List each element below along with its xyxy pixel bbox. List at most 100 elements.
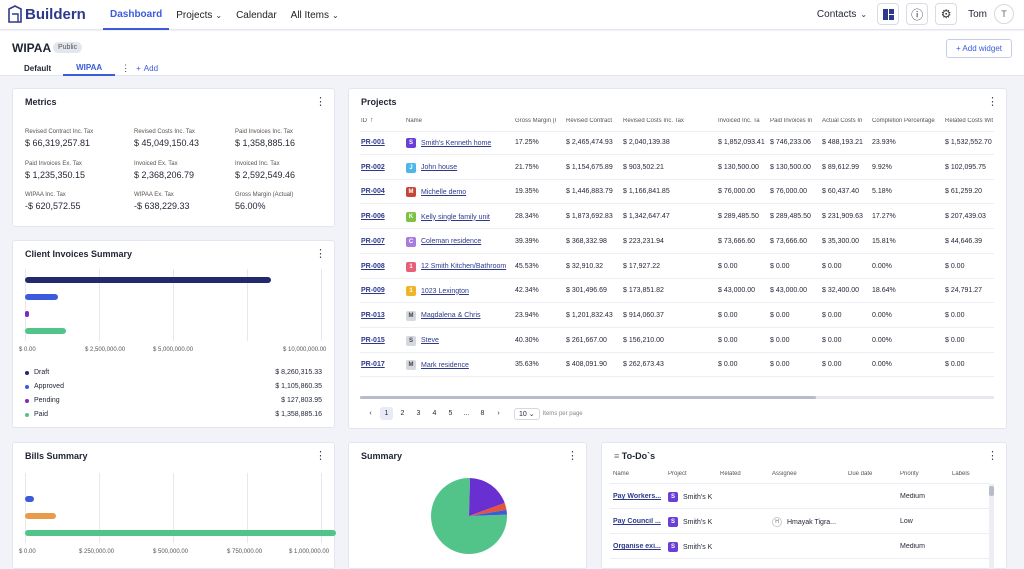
tab-default[interactable]: Default bbox=[24, 64, 52, 73]
brand-logo[interactable]: Buildern bbox=[8, 5, 86, 23]
project-name-link[interactable]: Michelle demo bbox=[421, 188, 467, 196]
column-header[interactable]: Paid Invoices In bbox=[770, 118, 813, 124]
project-name-link[interactable]: 1023 Lexington bbox=[421, 287, 469, 295]
project-id-link[interactable]: PR-008 bbox=[361, 262, 385, 270]
project-name-cell[interactable]: 1 1023 Lexington bbox=[406, 286, 514, 297]
table-cell: 21.75% bbox=[515, 163, 539, 171]
metric-label: Revised Contract Inc. Tax bbox=[25, 129, 94, 135]
page-number[interactable]: 8 bbox=[480, 410, 485, 417]
column-header[interactable]: Actual Costs In bbox=[822, 118, 863, 124]
project-name-link[interactable]: Magdalena & Chris bbox=[421, 312, 481, 320]
chevron-down-icon: ⌄ bbox=[860, 9, 868, 19]
column-header[interactable]: Completion Percentage bbox=[872, 118, 935, 124]
page-number[interactable]: 4 bbox=[432, 410, 437, 417]
contacts-menu[interactable]: Contacts ⌄ bbox=[817, 9, 867, 20]
per-page-select[interactable]: 10 ⌄ bbox=[514, 407, 540, 420]
project-name-link[interactable]: Smith's Kenneth home bbox=[421, 139, 492, 147]
table-cell: $ 0.00 bbox=[945, 336, 965, 344]
table-cell: $ 0.00 bbox=[718, 262, 738, 270]
project-id-link[interactable]: PR-004 bbox=[361, 188, 385, 196]
column-header[interactable]: Name bbox=[613, 471, 630, 477]
sort-asc-icon[interactable]: ↑ bbox=[370, 117, 374, 124]
column-header[interactable]: ID bbox=[361, 118, 367, 124]
project-name-cell[interactable]: J John house bbox=[406, 162, 514, 173]
kebab-menu-icon[interactable]: ⋮ bbox=[567, 450, 578, 462]
pie-slice[interactable] bbox=[469, 478, 505, 516]
column-header[interactable]: Priority bbox=[900, 471, 919, 477]
kebab-menu-icon[interactable]: ⋮ bbox=[315, 450, 326, 462]
nav-projects[interactable]: Projects ⌄ bbox=[169, 0, 229, 30]
help-icon[interactable]: ⓘ bbox=[906, 3, 929, 25]
table-cell: $ 223,231.94 bbox=[623, 237, 664, 245]
column-header[interactable]: Related Costs Wit bbox=[945, 118, 994, 124]
page-number[interactable]: 5 bbox=[448, 410, 453, 417]
column-header[interactable]: Labels bbox=[952, 471, 970, 477]
pie-slice[interactable] bbox=[469, 509, 507, 516]
project-name-link[interactable]: John house bbox=[421, 164, 458, 172]
project-id-link[interactable]: PR-006 bbox=[361, 213, 385, 221]
nav-calendar[interactable]: Calendar bbox=[229, 0, 284, 30]
layout-icon[interactable] bbox=[877, 3, 900, 25]
add-tab-button[interactable]: + Add bbox=[136, 64, 158, 73]
horizontal-scrollbar-thumb[interactable] bbox=[360, 396, 816, 399]
project-name-link[interactable]: Steve bbox=[421, 337, 439, 345]
kebab-menu-icon[interactable]: ⋮ bbox=[315, 248, 326, 260]
todo-name-link[interactable]: Pay Council ... bbox=[613, 518, 661, 525]
kebab-menu-icon[interactable]: ⋮ bbox=[987, 450, 998, 462]
column-header[interactable]: Revised Contract bbox=[566, 118, 613, 124]
project-id-link[interactable]: PR-001 bbox=[361, 139, 385, 146]
column-header[interactable]: Related bbox=[720, 471, 741, 477]
project-name-cell[interactable]: C Coleman residence bbox=[406, 236, 514, 247]
gear-icon[interactable]: ⚙ bbox=[935, 3, 958, 25]
project-name-link[interactable]: Coleman residence bbox=[421, 238, 482, 246]
add-widget-button[interactable]: + Add widget bbox=[945, 39, 1012, 58]
avatar[interactable]: T bbox=[994, 4, 1014, 24]
column-header[interactable]: Assignee bbox=[772, 471, 797, 477]
project-name-link[interactable]: 12 Smith Kitchen/Bathroom bbox=[421, 263, 507, 270]
column-header[interactable]: Revised Costs Inc. Tax bbox=[623, 118, 684, 124]
page-number[interactable]: 2 bbox=[400, 410, 405, 417]
project-name-cell[interactable]: M Magdalena & Chris bbox=[406, 310, 514, 321]
project-name-cell[interactable]: S Steve bbox=[406, 335, 514, 346]
project-name-link[interactable]: Mark residence bbox=[421, 361, 469, 369]
pie-slice[interactable] bbox=[469, 503, 507, 516]
page-number[interactable]: 1 bbox=[380, 407, 393, 420]
project-id-link[interactable]: PR-013 bbox=[361, 311, 385, 319]
prev-page-icon[interactable]: ‹ bbox=[369, 410, 372, 417]
project-id-link[interactable]: PR-009 bbox=[361, 287, 385, 295]
column-header[interactable]: Gross Margin (l bbox=[515, 118, 557, 124]
kebab-menu-icon[interactable]: ⋮ bbox=[315, 96, 326, 108]
project-id-link[interactable]: PR-017 bbox=[361, 361, 385, 369]
project-name-cell[interactable]: 1 12 Smith Kitchen/Bathroom bbox=[406, 261, 514, 272]
column-header[interactable]: Name bbox=[406, 118, 423, 124]
drag-handle-icon[interactable]: ≡ bbox=[614, 451, 620, 461]
tab-wipaa[interactable]: WIPAA bbox=[63, 61, 116, 76]
vertical-scrollbar-thumb[interactable] bbox=[989, 486, 994, 496]
legend-dot bbox=[25, 412, 29, 417]
vertical-scrollbar-track[interactable] bbox=[989, 484, 994, 569]
nav-all-items[interactable]: All Items ⌄ bbox=[284, 0, 346, 30]
nav-dashboard[interactable]: Dashboard bbox=[103, 0, 170, 30]
kebab-menu-icon[interactable]: ⋮ bbox=[987, 96, 998, 108]
project-id-link[interactable]: PR-002 bbox=[361, 163, 385, 171]
todo-name-link[interactable]: Pay Workers... bbox=[613, 493, 662, 500]
todo-name-link[interactable]: Organise exi... bbox=[613, 543, 661, 550]
axis-tick: $ 2,500,000.00 bbox=[85, 347, 126, 353]
legend-label: Approved bbox=[34, 383, 64, 390]
project-tag-icon: S bbox=[406, 335, 416, 346]
next-page-icon[interactable]: › bbox=[497, 410, 500, 417]
column-header[interactable]: Invoiced Inc. Ta bbox=[718, 118, 760, 124]
project-name-cell[interactable]: M Mark residence bbox=[406, 360, 514, 371]
project-id-link[interactable]: PR-015 bbox=[361, 336, 385, 344]
column-header[interactable]: Due date bbox=[848, 471, 873, 477]
project-name-cell[interactable]: K Kelly single family unit bbox=[406, 212, 514, 223]
project-name-cell[interactable]: M Michelle demo bbox=[406, 187, 514, 198]
project-id-link[interactable]: PR-007 bbox=[361, 237, 385, 245]
metric-label: WIPAA Inc. Tax bbox=[25, 192, 66, 198]
tab-menu-icon[interactable]: ⋮ bbox=[121, 63, 131, 73]
page-number[interactable]: 3 bbox=[416, 410, 421, 417]
todo-project-cell: S Smith's K bbox=[668, 517, 712, 527]
project-name-link[interactable]: Kelly single family unit bbox=[421, 213, 490, 221]
project-name-cell[interactable]: S Smith's Kenneth home bbox=[406, 138, 514, 148]
column-header[interactable]: Project bbox=[668, 471, 687, 477]
